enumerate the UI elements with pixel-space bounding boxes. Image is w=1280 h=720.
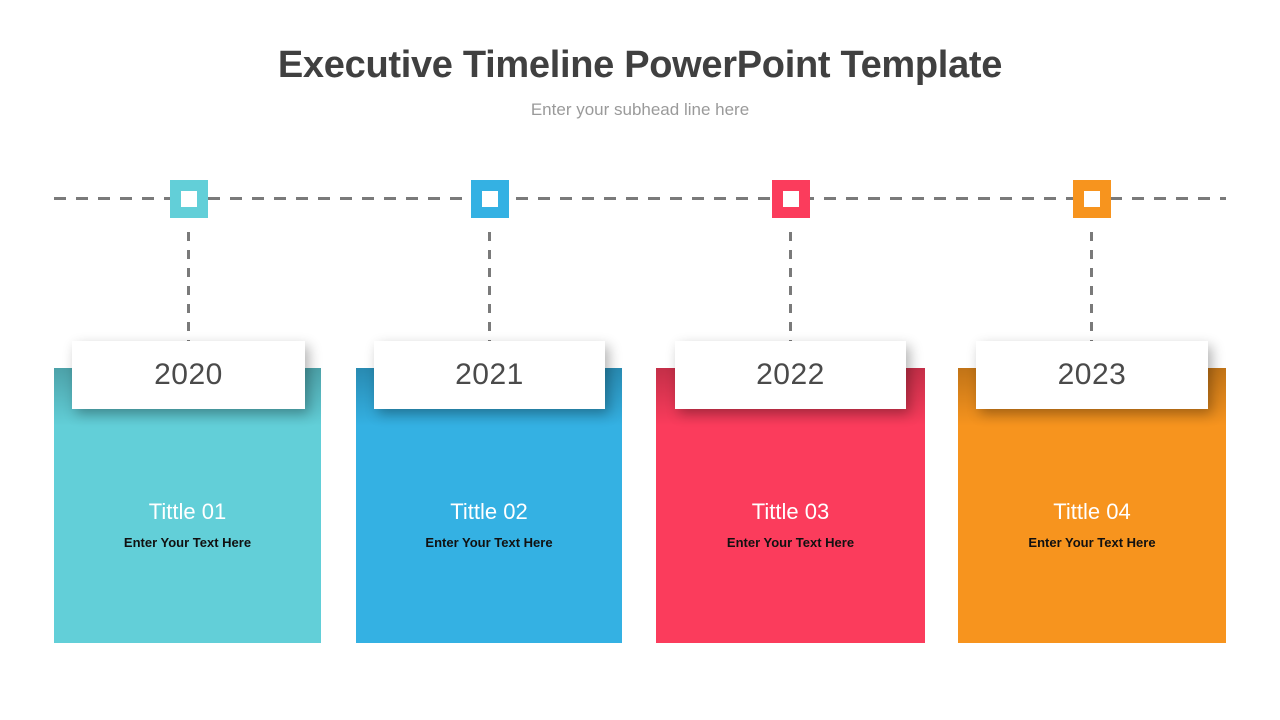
milestone-description: Enter Your Text Here xyxy=(726,535,855,550)
slide-header: Executive Timeline PowerPoint Template E… xyxy=(0,0,1280,120)
year-card-2022[interactable]: 2022 xyxy=(675,341,906,409)
milestone-text-block: Tittle 03 Enter Your Text Here xyxy=(656,498,925,552)
timeline-connector-2022 xyxy=(789,232,792,342)
timeline-marker-2020[interactable] xyxy=(170,180,208,218)
timeline-connector-2023 xyxy=(1090,232,1093,342)
year-card-2021[interactable]: 2021 xyxy=(374,341,605,409)
milestone-description: Enter Your Text Here xyxy=(425,535,553,550)
milestone-panel-2022: Tittle 03 Enter Your Text Here xyxy=(656,368,925,643)
milestone-title: Tittle 01 xyxy=(148,499,227,524)
milestone-panel-2020: Tittle 01 Enter Your Text Here xyxy=(54,368,321,643)
year-label: 2021 xyxy=(455,358,524,391)
milestone-title: Tittle 04 xyxy=(1053,499,1131,524)
milestone-panel-2023: Tittle 04 Enter Your Text Here xyxy=(958,368,1226,643)
milestone-column-2022[interactable]: Tittle 03 Enter Your Text Here 2022 xyxy=(656,341,925,643)
milestone-column-2023[interactable]: Tittle 04 Enter Your Text Here 2023 xyxy=(958,341,1226,643)
milestone-title: Tittle 02 xyxy=(450,499,528,524)
timeline-marker-2021[interactable] xyxy=(471,180,509,218)
milestone-text-block: Tittle 01 Enter Your Text Here xyxy=(54,498,321,552)
page-subtitle: Enter your subhead line here xyxy=(530,100,750,119)
milestone-text-block: Tittle 02 Enter Your Text Here xyxy=(356,498,622,552)
timeline-connector-2020 xyxy=(187,232,190,342)
timeline-marker-2023[interactable] xyxy=(1073,180,1111,218)
milestone-column-2020[interactable]: Tittle 01 Enter Your Text Here 2020 xyxy=(54,341,321,643)
milestone-title: Tittle 03 xyxy=(751,499,830,524)
milestone-panel-2021: Tittle 02 Enter Your Text Here xyxy=(356,368,622,643)
timeline-axis-dashed-line xyxy=(54,197,1226,200)
year-label: 2022 xyxy=(756,358,825,391)
milestone-text-block: Tittle 04 Enter Your Text Here xyxy=(958,498,1226,552)
year-label: 2023 xyxy=(1057,358,1127,391)
timeline-connector-2021 xyxy=(488,232,491,342)
year-card-2020[interactable]: 2020 xyxy=(72,341,305,409)
timeline-marker-2022[interactable] xyxy=(772,180,810,218)
year-label: 2020 xyxy=(154,358,223,391)
milestone-description: Enter Your Text Here xyxy=(1028,535,1156,550)
milestone-description: Enter Your Text Here xyxy=(123,535,252,550)
page-title: Executive Timeline PowerPoint Template xyxy=(277,44,1003,86)
milestone-column-2021[interactable]: Tittle 02 Enter Your Text Here 2021 xyxy=(356,341,622,643)
year-card-2023[interactable]: 2023 xyxy=(976,341,1208,409)
